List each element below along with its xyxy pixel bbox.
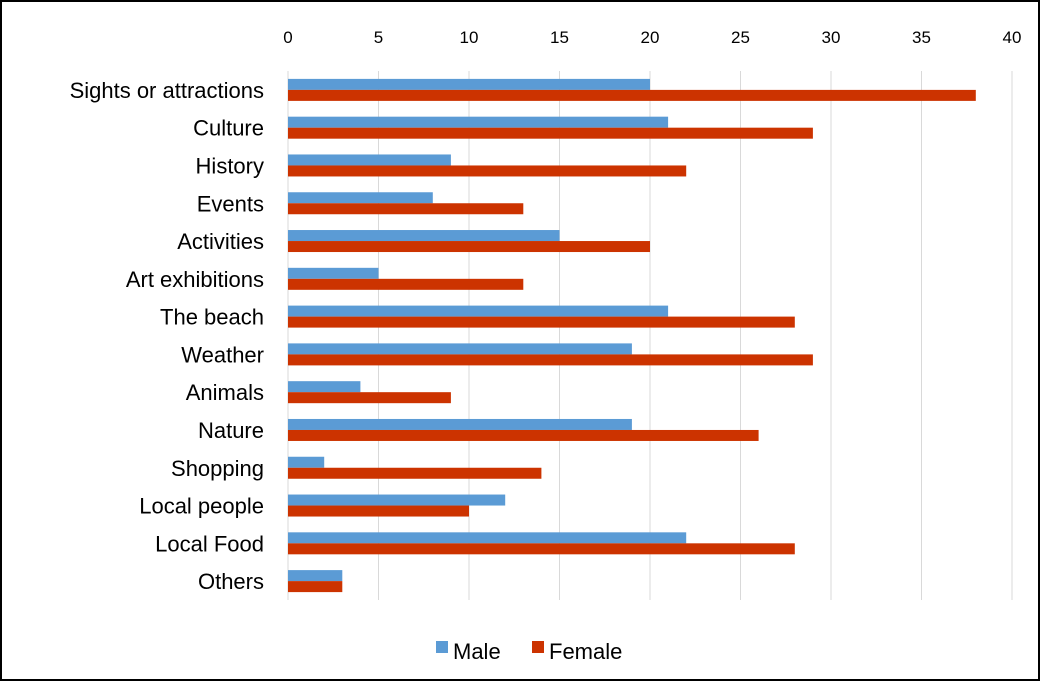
category-label: Shopping — [171, 456, 264, 481]
category-label: History — [196, 153, 264, 178]
x-tick-label: 15 — [550, 28, 569, 47]
category-label: Animals — [186, 380, 264, 405]
bar-male — [288, 343, 632, 355]
gridlines — [287, 71, 1013, 600]
bar-female — [288, 505, 469, 517]
category-labels: Sights or attractions Culture History Event… — [70, 78, 264, 594]
bar-male — [288, 230, 560, 242]
bar-male — [288, 78, 650, 90]
legend-swatch-female — [532, 641, 544, 653]
x-tick-label: 0 — [283, 28, 292, 47]
category-label: Nature — [198, 418, 264, 443]
bar-male — [288, 381, 361, 393]
bar-female — [288, 316, 795, 328]
category-label: Art exhibitions — [126, 267, 264, 292]
bar-female — [288, 354, 813, 366]
bar-female — [288, 203, 524, 215]
category-label: Sights or attractions — [70, 78, 264, 103]
category-label: Culture — [193, 116, 264, 141]
bar-male — [288, 305, 669, 317]
legend: Male Female — [436, 639, 622, 664]
category-label: Others — [198, 569, 264, 594]
legend-label-male: Male — [453, 639, 501, 664]
x-axis-ticks: 0 5 10 15 20 25 30 35 40 — [283, 28, 1021, 47]
x-tick-label: 10 — [460, 28, 479, 47]
bar-female — [288, 278, 524, 290]
bar-female — [288, 467, 542, 479]
category-label: Activities — [177, 229, 264, 254]
category-label: Events — [197, 191, 264, 216]
bar-female — [288, 429, 759, 441]
bar-male — [288, 267, 379, 279]
x-tick-label: 40 — [1003, 28, 1022, 47]
x-tick-label: 35 — [912, 28, 931, 47]
bar-female — [288, 241, 650, 253]
bar-female — [288, 165, 687, 177]
bar-female — [288, 543, 795, 555]
legend-swatch-male — [436, 641, 448, 653]
category-label: Local Food — [155, 531, 264, 556]
x-tick-label: 5 — [374, 28, 383, 47]
category-label: Weather — [181, 342, 264, 367]
bar-female — [288, 581, 343, 593]
x-tick-label: 20 — [641, 28, 660, 47]
bar-male — [288, 154, 451, 166]
bar-male — [288, 532, 687, 544]
bar-female — [288, 127, 813, 139]
category-label: The beach — [160, 305, 264, 330]
category-label: Local people — [139, 494, 264, 519]
bar-male — [288, 494, 506, 506]
bar-male — [288, 418, 632, 430]
x-tick-label: 25 — [731, 28, 750, 47]
x-tick-label: 30 — [822, 28, 841, 47]
bar-male — [288, 570, 343, 582]
bar-male — [288, 116, 669, 128]
bar-male — [288, 456, 325, 468]
bar-female — [288, 392, 451, 404]
legend-label-female: Female — [549, 639, 622, 664]
bar-male — [288, 192, 433, 204]
bars — [288, 78, 976, 593]
bar-female — [288, 89, 976, 101]
